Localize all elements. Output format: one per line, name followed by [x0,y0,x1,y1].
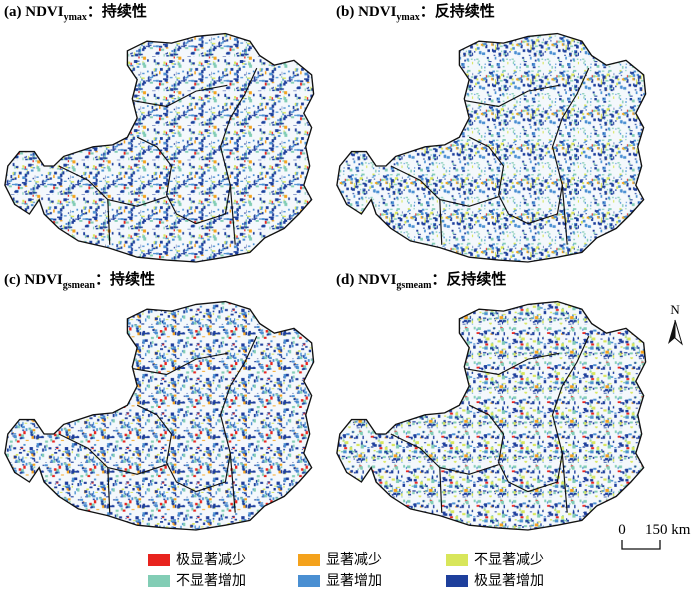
map-region [336,300,647,531]
legend-swatch [446,554,468,566]
title-prefix: (d) NDVI [336,272,397,288]
legend-label: 不显著增加 [176,573,246,589]
title-suffix: ：持续性 [95,270,155,288]
title-suffix: ：反持续性 [420,2,495,20]
legend-swatch [148,575,170,587]
panel-title: (c) NDVIgsmean：持续性 [4,270,155,291]
title-subscript: ymax [396,12,419,23]
scale-line [621,540,661,550]
legend-label: 显著增加 [326,573,382,589]
scale-bar: 0 150 km [618,522,691,550]
arrow-left [668,320,675,344]
north-label: N [670,302,680,317]
maps: (a) NDVIymax：持续性 (b) NDVIymax：反持续性(c) NDV… [4,2,647,531]
scale-start: 0 [618,522,626,538]
map-region [4,32,315,263]
title-subscript: gsmean [63,280,96,291]
map-region [4,300,315,531]
map-panel [4,300,315,531]
legend-swatch [148,554,170,566]
title-prefix: (c) NDVI [4,272,63,288]
map-panel [336,300,647,531]
legend-label: 显著减少 [326,552,382,568]
scale-end: 150 km [645,522,691,538]
legend-swatch [446,575,468,587]
arrow-right [674,319,683,346]
panel-title: (d) NDVIgsmeam：反持续性 [336,270,506,291]
panel-title: (a) NDVIymax：持续性 [4,2,147,23]
panel-title: (b) NDVIymax：反持续性 [336,2,495,23]
legend-swatch [298,575,320,587]
map-region [336,32,647,263]
title-prefix: (a) NDVI [4,4,64,20]
title-prefix: (b) NDVI [336,4,397,20]
title-subscript: ymax [64,12,87,23]
legend-label: 极显著增加 [474,573,544,589]
north-arrow: N [668,302,683,346]
map-panel [4,32,315,263]
legend-label: 不显著减少 [474,552,544,568]
title-subscript: gsmeam [396,280,432,291]
legend-label: 极显著减少 [176,552,246,568]
map-panel [336,32,647,263]
title-suffix: ：持续性 [87,2,147,20]
legend-swatch [298,554,320,566]
title-suffix: ：反持续性 [431,270,506,288]
